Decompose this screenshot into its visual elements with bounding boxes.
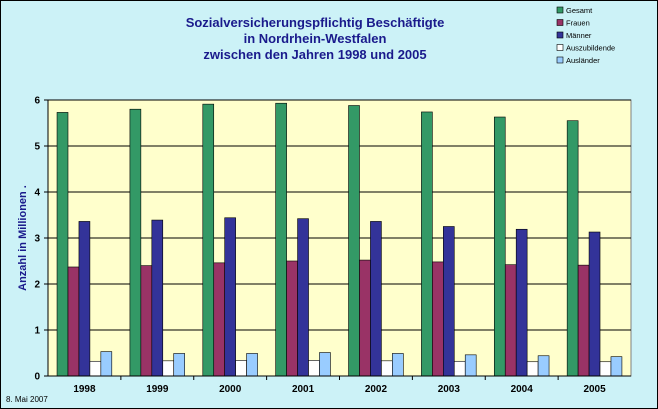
y-tick-label: 0 <box>34 372 40 383</box>
x-tick-label: 2004 <box>511 384 534 395</box>
x-tick-label: 2000 <box>219 384 242 395</box>
bar-ausländer-2004 <box>537 355 550 377</box>
bars <box>56 102 623 377</box>
bar-männer-2001 <box>297 218 309 377</box>
bar-gesamt-2000 <box>202 103 215 377</box>
y-axis: 0 1 2 3 4 5 6 <box>34 96 49 383</box>
y-tick-label: 5 <box>34 142 40 153</box>
bar-gesamt-2001 <box>275 102 287 377</box>
bar-männer-2005 <box>588 231 601 377</box>
bar-frauen-2001 <box>286 260 298 377</box>
legend-label: Gesamt <box>566 6 593 15</box>
bar-gesamt-2004 <box>493 116 506 377</box>
legend-swatch-gesamt <box>556 6 564 14</box>
legend-label: Frauen <box>566 19 590 28</box>
bar-frauen-1999 <box>140 265 153 377</box>
legend: Gesamt Frauen Männer Auszubildende Ausländer <box>556 6 615 65</box>
y-tick-label: 1 <box>34 326 40 337</box>
bar-männer-2004 <box>515 228 528 377</box>
bar-ausländer-2005 <box>610 356 623 377</box>
bar-frauen-2002 <box>359 259 371 377</box>
footer-date: 8. Mai 2007 <box>6 395 48 404</box>
bar-männer-2002 <box>370 221 382 377</box>
bar-auszubildende-2004 <box>526 361 539 377</box>
bar-auszubildende-1998 <box>89 360 102 377</box>
bar-männer-2003 <box>443 226 455 377</box>
x-axis: 1998 1999 2000 2001 2002 2003 2004 2005 <box>48 375 631 395</box>
bar-gesamt-2002 <box>348 105 360 377</box>
x-tick-label: 2003 <box>438 384 461 395</box>
legend-label: Auszubildende <box>566 44 615 53</box>
bar-gesamt-1998 <box>56 112 69 377</box>
x-tick-label: 2005 <box>583 384 606 395</box>
x-tick-label: 2001 <box>292 384 315 395</box>
bar-auszubildende-2003 <box>453 360 466 377</box>
bar-ausländer-2002 <box>392 353 404 377</box>
bar-gesamt-2005 <box>566 120 579 377</box>
x-tick-label: 1998 <box>73 384 96 395</box>
legend-swatch-auszubildende <box>556 44 564 51</box>
bar-gesamt-2003 <box>421 111 433 377</box>
bar-frauen-2000 <box>213 262 225 377</box>
bar-frauen-1998 <box>67 266 80 377</box>
legend-swatch-männer <box>556 31 564 39</box>
bar-ausländer-2003 <box>464 354 477 377</box>
chart-title-line-3: zwischen den Jahren 1998 und 2005 <box>203 47 426 62</box>
bar-frauen-2003 <box>432 261 444 377</box>
x-tick-label: 2002 <box>365 384 388 395</box>
chart-title-line-2: in Nordrhein-Westfalen <box>244 31 387 46</box>
chart-title-line-1: Sozialversicherungspflichtig Beschäftigt… <box>186 15 445 30</box>
chart-title: Sozialversicherungspflichtig Beschäftigt… <box>186 15 445 62</box>
bar-ausländer-2001 <box>319 352 331 377</box>
bar-frauen-2005 <box>577 264 590 377</box>
bar-frauen-2004 <box>504 264 517 377</box>
y-tick-label: 4 <box>34 188 40 199</box>
bar-ausländer-1999 <box>173 353 185 377</box>
legend-label: Männer <box>566 31 592 40</box>
x-tick-label: 1999 <box>146 384 169 395</box>
bar-ausländer-2000 <box>246 353 258 377</box>
bar-auszubildende-1999 <box>162 360 175 377</box>
legend-label: Ausländer <box>566 56 600 65</box>
y-tick-label: 6 <box>34 96 40 107</box>
legend-swatch-frauen <box>556 19 564 26</box>
bar-gesamt-1999 <box>129 108 142 377</box>
bar-auszubildende-2000 <box>235 360 247 377</box>
y-tick-label: 2 <box>34 280 40 291</box>
bar-männer-1999 <box>151 219 164 377</box>
bar-männer-1998 <box>78 221 91 377</box>
bar-ausländer-1998 <box>100 351 113 377</box>
bar-männer-2000 <box>224 217 236 377</box>
bar-auszubildende-2002 <box>381 360 393 377</box>
bar-auszubildende-2001 <box>308 360 320 377</box>
y-axis-label: Anzahl in Millionen . <box>17 185 29 291</box>
legend-swatch-ausländer <box>556 56 564 64</box>
y-tick-label: 3 <box>34 234 40 245</box>
bar-auszubildende-2005 <box>599 361 612 377</box>
